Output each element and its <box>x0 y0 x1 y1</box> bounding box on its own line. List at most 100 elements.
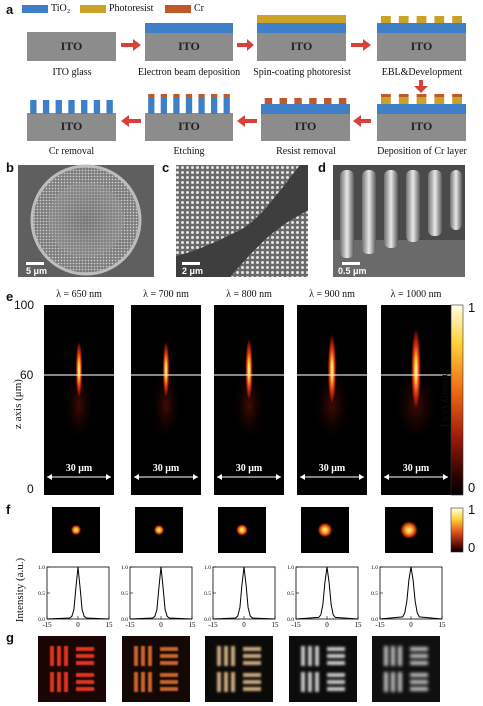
field-map-3 <box>214 305 284 495</box>
e-colorbar-label: Intensity (a.u.) <box>439 368 451 427</box>
focal-field-maps <box>44 304 464 496</box>
ytick-label: 0.0 <box>121 617 128 623</box>
panel-d-label: d <box>318 160 326 175</box>
step-spin <box>257 15 346 61</box>
ytick-label: 1.0 <box>371 565 378 571</box>
f-colorbar-tick-1: 1 <box>468 502 476 517</box>
field-map-2 <box>131 305 201 495</box>
ito-label: ITO <box>290 39 313 53</box>
ytick-label: 1.0 <box>38 565 45 571</box>
xtick-label: 15 <box>355 621 363 629</box>
sem-image-c <box>176 165 308 277</box>
legend-resist-swatch <box>80 5 106 13</box>
fabrication-flow <box>27 15 466 141</box>
step-resist-removal <box>261 98 350 141</box>
profile-line <box>129 566 193 620</box>
focal-spot-3 <box>218 507 266 553</box>
f-colorbar-tick-0: 0 <box>468 540 476 555</box>
intensity-profiles: 1.00.50.0-15 0 151.00.50.0-15 0 151.00.50.0-… <box>38 565 446 629</box>
wavelength-label: λ = 650 nm <box>56 289 102 300</box>
xtick-label: -15 <box>42 621 52 629</box>
ito-label: ITO <box>60 39 83 53</box>
field-map-5 <box>381 305 451 495</box>
wavelength-label: λ = 700 nm <box>143 289 189 300</box>
legend-tio2-swatch <box>22 5 48 13</box>
e-ytick-100: 100 <box>14 298 35 312</box>
ytick-label: 0.5 <box>204 591 211 597</box>
focal-spot-1 <box>52 507 100 553</box>
step-label: Spin-coating photoresist <box>253 67 351 78</box>
profile-plot-3: 1.0 0.5 0.0-15 0 15 <box>204 565 279 629</box>
sem-images <box>18 164 465 277</box>
wavelength-label: λ = 900 nm <box>309 289 355 300</box>
f-colorbar <box>450 507 464 553</box>
ytick-label: 0.5 <box>38 591 45 597</box>
focal-spot-maps <box>52 507 464 553</box>
panel-c-label: c <box>162 160 170 175</box>
ytick-label: 1.0 <box>121 565 128 571</box>
legend-cr-swatch <box>165 5 191 13</box>
width-label: 30 μm <box>402 463 430 474</box>
profile-plot-4: 1.0 0.5 0.0-15 0 15 <box>287 565 362 629</box>
ytick-label: 1.0 <box>204 565 211 571</box>
ito-label: ITO <box>60 119 83 133</box>
xtick-label: 15 <box>106 621 114 629</box>
profile-plot-1: 1.0 0.5 0.0-15 0 15 <box>38 565 113 629</box>
step-label: Etching <box>173 146 205 157</box>
target-image-1 <box>38 636 106 702</box>
e-colorbar <box>450 304 464 496</box>
target-image-3 <box>205 636 273 702</box>
xtick-label: 0 <box>242 621 246 629</box>
step-label: Deposition of Cr layer <box>377 146 467 157</box>
ytick-label: 0.0 <box>38 617 45 623</box>
xtick-label: 15 <box>189 621 197 629</box>
step-ebl <box>377 16 466 61</box>
panel-f-label: f <box>6 502 11 517</box>
e-ytick-60: 60 <box>20 368 34 382</box>
panel-b-label: b <box>6 160 14 175</box>
width-label: 30 μm <box>235 463 263 474</box>
step-ebeam <box>145 23 233 61</box>
xtick-label: -15 <box>125 621 135 629</box>
arrow-left-icon <box>121 115 371 127</box>
xtick-label: 0 <box>159 621 163 629</box>
profile-plot-2: 1.0 0.5 0.0-15 0 15 <box>121 565 196 629</box>
xtick-label: 0 <box>409 621 413 629</box>
wavelength-label: λ = 1000 nm <box>390 289 442 300</box>
profile-line <box>46 566 110 620</box>
ito-label: ITO <box>178 39 200 53</box>
width-label: 30 μm <box>318 463 346 474</box>
xtick-label: -15 <box>291 621 301 629</box>
ytick-label: 0.0 <box>287 617 294 623</box>
arrow-down-icon <box>414 80 428 93</box>
focal-spot-5 <box>385 507 433 553</box>
ito-label: ITO <box>294 119 317 133</box>
legend-resist-label: Photoresist <box>109 3 154 14</box>
ito-label: ITO <box>178 119 200 133</box>
scalebar-c-label: 2 μm <box>182 266 204 276</box>
focal-spot-2 <box>135 507 183 553</box>
sem-image-b <box>18 164 154 277</box>
xtick-label: 15 <box>272 621 280 629</box>
wavelength-label: λ = 800 nm <box>226 289 272 300</box>
imaging-targets <box>38 636 440 702</box>
ytick-label: 0.5 <box>371 591 378 597</box>
profile-line <box>379 566 443 620</box>
ytick-label: 0.5 <box>287 591 294 597</box>
ytick-label: 0.0 <box>204 617 211 623</box>
scalebar-d-label: 0.5 μm <box>338 266 367 276</box>
sem-image-d <box>333 165 465 277</box>
ito-label: ITO <box>410 119 433 133</box>
step-cr-deposition <box>377 94 466 141</box>
profile-plot-5: 1.0 0.5 0.0-15 0 15 <box>371 565 446 629</box>
target-image-5 <box>372 636 440 702</box>
legend-tio2-label: TiO₂ <box>51 3 71 14</box>
target-image-4 <box>289 636 357 702</box>
e-ytick-0: 0 <box>27 482 34 496</box>
legend-cr-label: Cr <box>194 3 204 14</box>
xtick-label: -15 <box>208 621 218 629</box>
profile-line <box>295 566 359 620</box>
step-label: ITO glass <box>52 67 92 78</box>
step-ito-glass <box>27 32 116 61</box>
xtick-label: 0 <box>76 621 80 629</box>
